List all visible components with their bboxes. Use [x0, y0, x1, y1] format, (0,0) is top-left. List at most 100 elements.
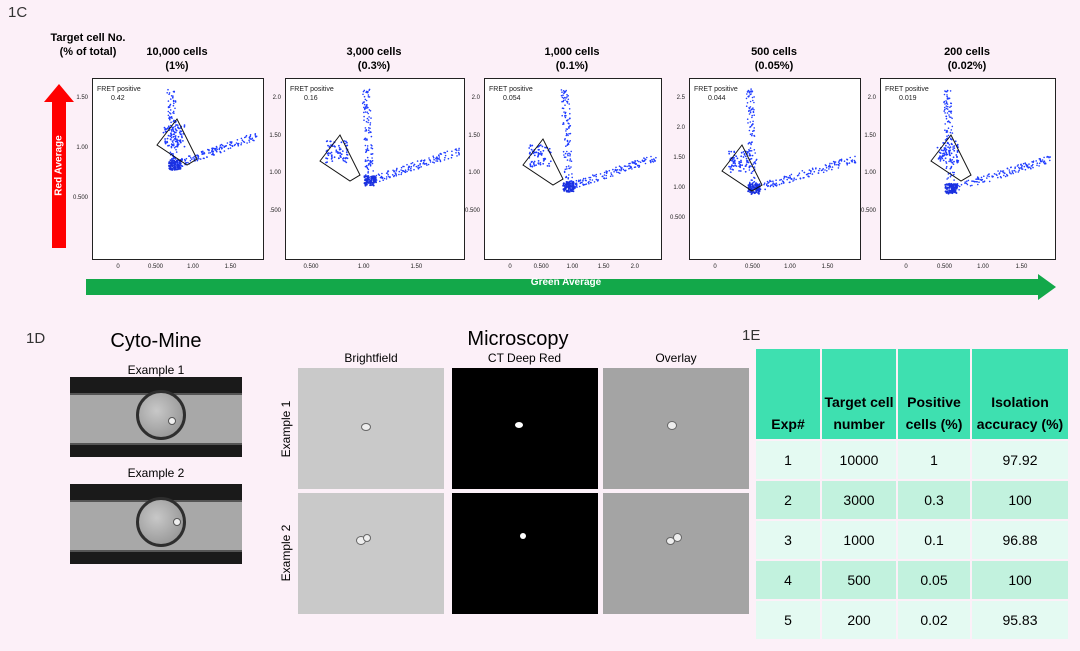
scatter-point	[815, 168, 817, 170]
scatter-point	[364, 111, 367, 113]
scatter-point	[808, 169, 811, 171]
scatter-point	[746, 118, 749, 120]
scatter-point	[364, 98, 367, 101]
scatter-point	[964, 181, 966, 183]
scatter-point	[162, 131, 165, 134]
scatter-point	[173, 144, 175, 147]
scatter-point	[802, 177, 804, 179]
scatter-point	[561, 114, 563, 117]
scatter-point	[327, 144, 329, 147]
scatter-point	[585, 183, 588, 185]
scatter-point	[416, 160, 419, 162]
fret-positive-value: 0.054	[503, 95, 521, 102]
scatter-point	[363, 138, 366, 141]
scatter-point	[949, 175, 952, 178]
scatter-point	[367, 168, 370, 171]
scatter-point	[203, 151, 205, 154]
scatter-point	[997, 170, 999, 172]
scatter-point	[617, 171, 620, 174]
scatter-point	[944, 157, 947, 160]
scatter-point	[947, 177, 949, 179]
scatter-point	[211, 147, 213, 150]
flow-plot-2: FRET positive 0.16	[285, 78, 465, 260]
scatter-point	[575, 185, 577, 188]
scatter-point	[953, 160, 955, 163]
scatter-point	[173, 102, 175, 105]
scatter-point	[563, 92, 565, 95]
table-cell: 96.88	[972, 521, 1068, 559]
scatter-point	[948, 154, 951, 156]
scatter-point	[620, 167, 623, 170]
scatter-point	[780, 178, 782, 181]
scatter-point	[327, 154, 330, 157]
scatter-point	[560, 89, 563, 91]
scatter-point	[365, 90, 368, 93]
scatter-point	[562, 122, 565, 124]
scatter-point	[566, 190, 568, 193]
scatter-point	[946, 103, 949, 105]
scatter-point	[539, 162, 542, 164]
scatter-point	[369, 124, 371, 126]
scatter-point	[1046, 156, 1048, 158]
scatter-point	[342, 159, 345, 162]
scatter-point	[420, 166, 422, 168]
scatter-point	[949, 131, 952, 134]
scatter-point	[565, 166, 568, 168]
scatter-point	[729, 171, 732, 173]
table-row: 3 1000 0.1 96.88	[756, 521, 1068, 559]
scatter-point	[797, 174, 800, 176]
scatter-point	[971, 180, 973, 182]
scatter-point	[837, 163, 840, 166]
scatter-point	[950, 137, 952, 140]
scatter-point	[428, 159, 431, 161]
scatter-point	[951, 159, 954, 161]
scatter-point	[180, 164, 183, 167]
table-cell: 500	[822, 561, 896, 599]
header-isolation-accuracy: Isolation accuracy (%)	[972, 349, 1068, 439]
x-tick-label: 1.50	[597, 264, 610, 270]
scatter-point	[610, 173, 613, 176]
scatter-point	[997, 176, 999, 179]
scatter-point	[545, 146, 547, 149]
scatter-point	[943, 101, 945, 104]
scatter-point	[942, 159, 945, 162]
scatter-point	[174, 138, 177, 140]
scatter-point	[948, 144, 951, 146]
scatter-point	[211, 150, 213, 152]
scatter-point	[780, 182, 783, 185]
scatter-point	[174, 107, 176, 110]
plot-percent: (0.3%)	[357, 60, 391, 72]
scatter-point	[387, 170, 389, 172]
scatter-point	[580, 181, 582, 184]
scatter-point	[783, 178, 785, 180]
scatter-point	[251, 137, 254, 140]
scatter-point	[775, 185, 778, 187]
scatter-point	[943, 106, 946, 109]
scatter-point	[790, 173, 793, 176]
scatter-point	[172, 120, 175, 123]
scatter-point	[567, 122, 569, 124]
scatter-point	[539, 163, 542, 166]
plot-count: 200 cells	[944, 46, 990, 58]
scatter-point	[1018, 166, 1020, 169]
scatter-point	[202, 150, 204, 153]
scatter-point	[174, 131, 177, 134]
scatter-point	[752, 191, 755, 193]
scatter-point	[218, 148, 221, 151]
scatter-point	[945, 148, 948, 151]
scatter-point	[955, 192, 958, 194]
scatter-point	[236, 139, 239, 141]
scatter-point	[175, 124, 177, 126]
scatter-point	[949, 90, 952, 92]
scatter-point	[364, 159, 367, 161]
scatter-point	[948, 186, 951, 189]
scatter-point	[825, 166, 828, 169]
panel-label-1d: 1D	[26, 330, 46, 347]
scatter-point	[571, 176, 573, 179]
scatter-point	[948, 97, 951, 100]
scatter-point	[1031, 161, 1033, 163]
scatter-point	[443, 151, 445, 154]
scatter-point	[170, 95, 173, 97]
scatter-point	[945, 144, 947, 147]
scatter-point	[410, 165, 413, 168]
